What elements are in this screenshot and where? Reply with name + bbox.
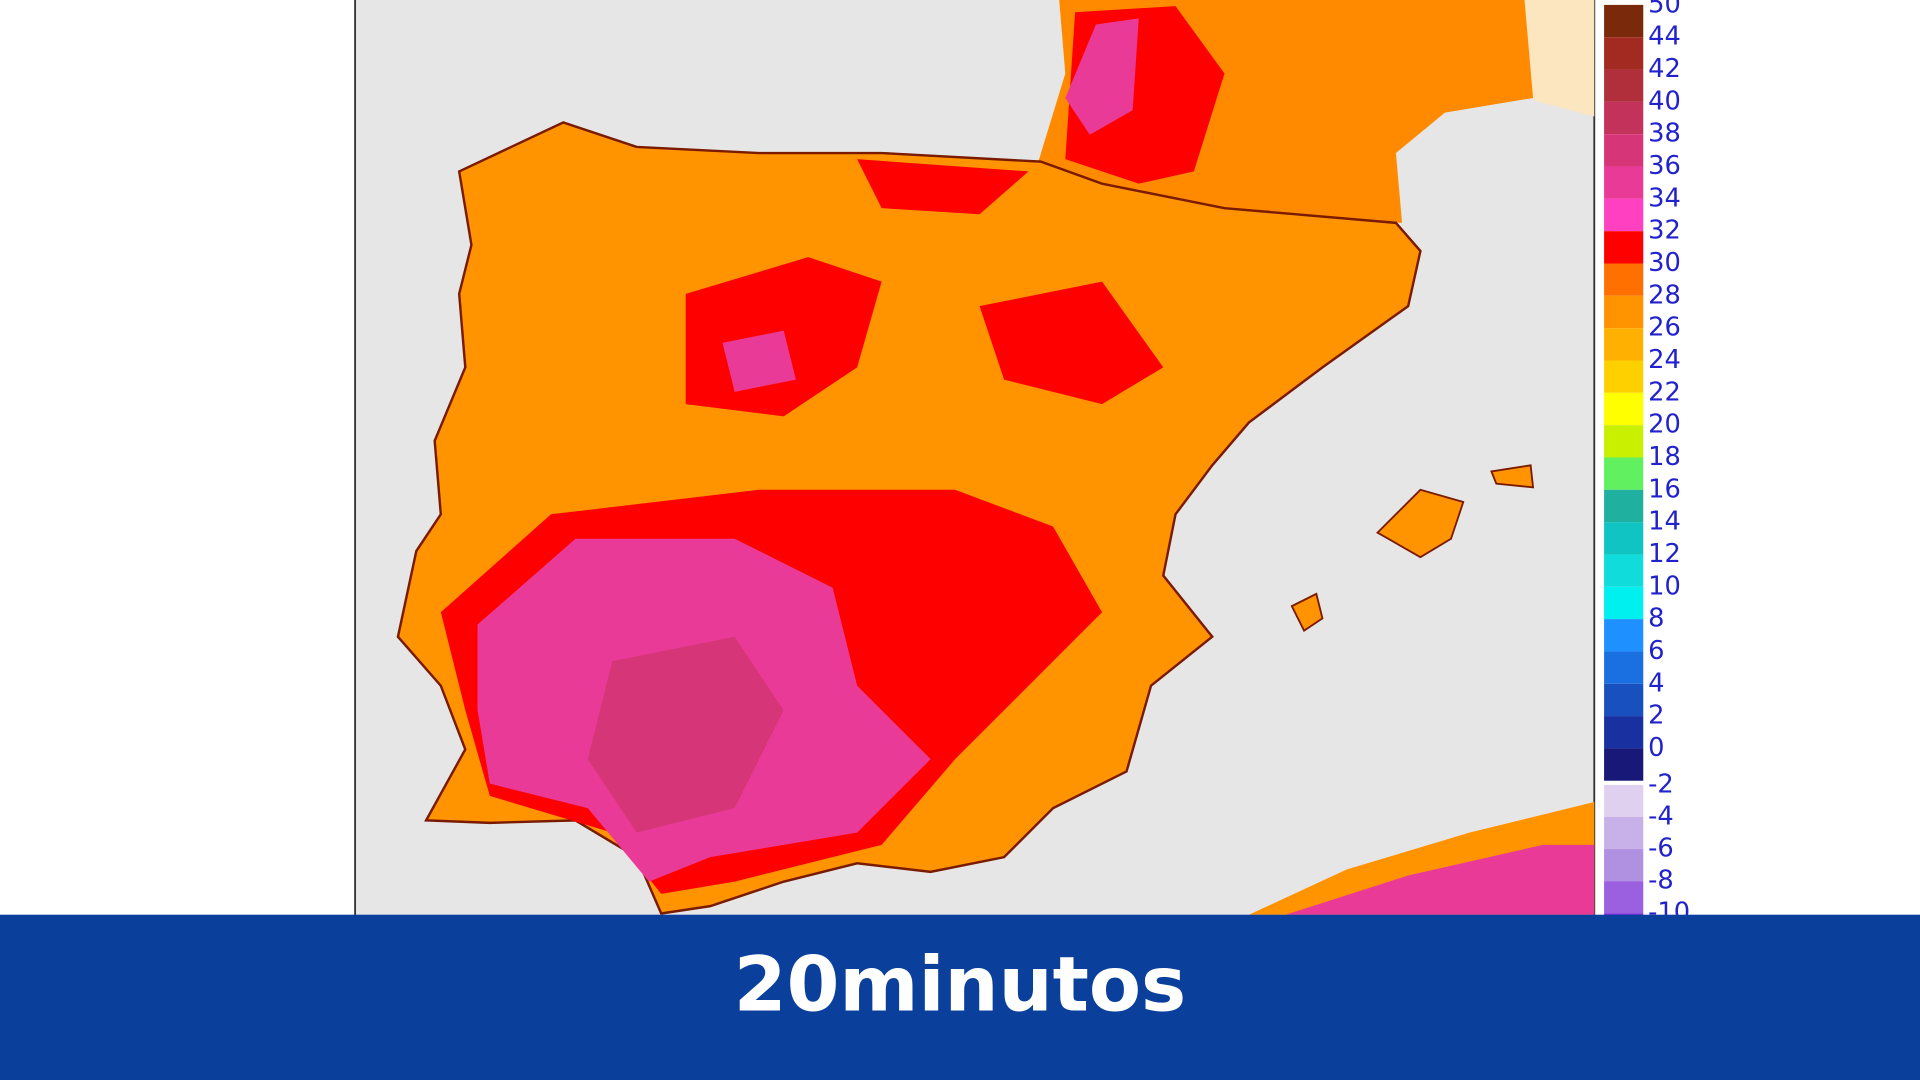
legend-swatch: [1604, 586, 1644, 620]
legend-swatch: [1604, 166, 1644, 199]
france-hotter: [1065, 18, 1139, 135]
legend-label: 26: [1648, 313, 1681, 343]
legend-label: -6: [1648, 834, 1674, 864]
legend-swatch: [1604, 425, 1644, 458]
legend-swatch: [1604, 231, 1644, 264]
legend-label: 38: [1648, 119, 1681, 149]
legend-label: 44: [1648, 22, 1681, 52]
legend-label: 22: [1648, 377, 1681, 407]
legend-swatch: [1604, 881, 1644, 914]
legend-label: 12: [1648, 539, 1681, 569]
land-beige: [1518, 0, 1595, 117]
legend-swatch: [1604, 522, 1644, 555]
legend-label: 2: [1648, 701, 1664, 731]
legend-swatch: [1604, 295, 1644, 329]
legend-swatch: [1604, 328, 1644, 361]
legend-swatch: [1604, 748, 1644, 781]
legend-swatch: [1604, 392, 1644, 426]
banner: [0, 914, 1920, 1080]
legend-label: 24: [1648, 345, 1681, 375]
hot-north: [685, 159, 1164, 417]
legend-label: -8: [1648, 866, 1674, 896]
legend-swatch: [1604, 849, 1644, 882]
legend-label: 40: [1648, 86, 1681, 116]
legend-swatch: [1604, 69, 1644, 102]
legend-label: 28: [1648, 280, 1681, 310]
legend-label: 30: [1648, 248, 1681, 278]
legend: 5044424038363432302826242220181614121086…: [1604, 0, 1690, 946]
legend-label: 14: [1648, 507, 1681, 537]
legend-swatch: [1604, 198, 1644, 232]
legend-swatch: [1604, 554, 1644, 587]
legend-swatch: [1604, 263, 1644, 296]
legend-label: -2: [1648, 769, 1674, 799]
legend-label: 36: [1648, 151, 1681, 181]
legend-swatch: [1604, 651, 1644, 684]
legend-swatch: [1604, 4, 1644, 38]
legend-swatch: [1604, 360, 1644, 393]
logo: 20minutos: [734, 940, 1186, 1028]
legend-swatch: [1604, 784, 1644, 817]
legend-label: 0: [1648, 733, 1664, 763]
legend-swatch: [1604, 716, 1644, 749]
legend-label: 6: [1648, 636, 1664, 666]
islands: [1290, 464, 1535, 632]
legend-label: 16: [1648, 474, 1681, 504]
legend-label: 10: [1648, 571, 1681, 601]
legend-label: 50: [1648, 0, 1681, 19]
legend-label: 34: [1648, 183, 1681, 213]
legend-swatch: [1604, 683, 1644, 717]
legend-swatch: [1604, 101, 1644, 135]
legend-swatch: [1604, 489, 1644, 523]
legend-label: 18: [1648, 442, 1681, 472]
hottest: [587, 636, 784, 833]
legend-label: 32: [1648, 216, 1681, 246]
legend-swatch: [1604, 457, 1644, 490]
hotter-south: [477, 330, 931, 882]
legend-swatch: [1604, 134, 1644, 167]
legend-label: 4: [1648, 668, 1664, 698]
africa-hot: [1285, 844, 1595, 915]
legend-label: 42: [1648, 54, 1681, 84]
legend-swatch: [1604, 816, 1644, 850]
legend-swatch: [1604, 37, 1644, 70]
legend-label: 8: [1648, 604, 1664, 634]
legend-label: -4: [1648, 801, 1674, 831]
legend-label: 20: [1648, 410, 1681, 440]
legend-swatch: [1604, 619, 1644, 652]
